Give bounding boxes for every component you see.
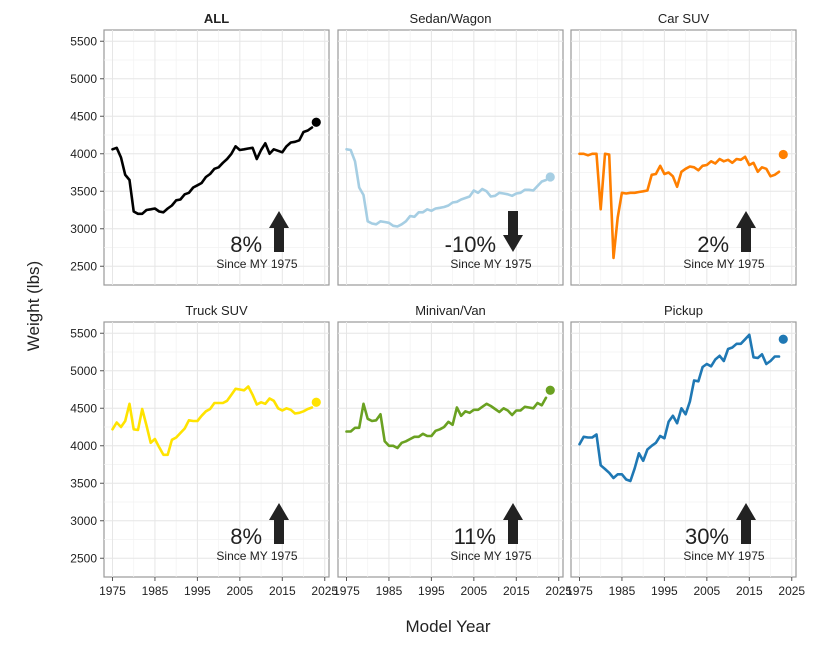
up-arrow-icon — [269, 211, 289, 252]
up-arrow-icon — [736, 503, 756, 544]
projection-point — [778, 149, 788, 160]
series-line-sedan-wagon — [345, 148, 548, 228]
panel-sedan-wagon: Sedan/Wagon -10%Since MY 1975 — [337, 11, 564, 286]
change-percent: 8% — [230, 524, 262, 549]
down-arrow-icon — [503, 211, 523, 252]
axes-layer: 2500 3000 3500 4000 4500 5000 5500 2500 3000 3500… — [70, 34, 805, 598]
x-tick-label: 2005 — [460, 584, 487, 598]
change-note: Since MY 1975 — [683, 549, 764, 563]
x-tick-label: 2005 — [226, 584, 253, 598]
projection-point — [545, 385, 555, 395]
x-tick-label: 2015 — [736, 584, 763, 598]
panel-frame — [337, 321, 564, 578]
change-note: Since MY 1975 — [683, 257, 764, 271]
projection-point — [778, 334, 788, 344]
x-tick-label: 2025 — [545, 584, 572, 598]
projection-point — [311, 397, 321, 407]
panel-pickup: Pickup 30%Since MY 1975 — [570, 303, 797, 578]
panel-minivan-van: Minivan/Van 11%Since MY 1975 — [337, 303, 564, 578]
panel-title: Sedan/Wagon — [410, 11, 492, 26]
x-tick-label: 1985 — [376, 584, 403, 598]
change-percent: 2% — [697, 232, 729, 257]
y-tick-label: 4500 — [70, 401, 97, 415]
series-line-truck-suv — [111, 385, 314, 457]
series-line-car-suv — [578, 152, 781, 260]
projection-point — [545, 172, 555, 182]
x-axis-title: Model Year — [405, 617, 490, 636]
change-percent: 30% — [685, 524, 729, 549]
change-percent: 11% — [454, 524, 496, 549]
panel-car-suv: Car SUV 2%Since MY 1975 — [570, 11, 797, 286]
change-percent: -10% — [445, 232, 496, 257]
panel-frame — [103, 29, 330, 286]
series-line-pickup — [578, 333, 781, 483]
y-tick-label: 4000 — [70, 147, 97, 161]
panel-title: Pickup — [664, 303, 703, 318]
x-tick-label: 2015 — [503, 584, 530, 598]
x-tick-label: 1985 — [142, 584, 169, 598]
y-tick-label: 4000 — [70, 439, 97, 453]
panel-title: Truck SUV — [185, 303, 248, 318]
y-tick-label: 5000 — [70, 364, 97, 378]
up-arrow-icon — [736, 211, 756, 252]
y-tick-label: 5500 — [70, 34, 97, 48]
y-tick-label: 5500 — [70, 326, 97, 340]
projection-point — [311, 117, 321, 127]
y-tick-label: 5000 — [70, 72, 97, 86]
panel-title: Car SUV — [658, 11, 710, 26]
x-tick-label: 1975 — [566, 584, 593, 598]
x-tick-label: 1975 — [99, 584, 126, 598]
x-tick-label: 2025 — [311, 584, 338, 598]
panel-title: ALL — [204, 11, 229, 26]
x-tick-label: 2015 — [269, 584, 296, 598]
panel-frame — [570, 321, 797, 578]
change-note: Since MY 1975 — [216, 549, 297, 563]
x-tick-label: 1985 — [609, 584, 636, 598]
panel-all: ALL 8%Since MY 1975 — [103, 11, 330, 286]
y-tick-label: 2500 — [70, 551, 97, 565]
series-line-all — [111, 126, 314, 216]
x-tick-label: 1995 — [651, 584, 678, 598]
y-tick-label: 4500 — [70, 109, 97, 123]
change-percent: 8% — [230, 232, 262, 257]
x-tick-label: 1975 — [333, 584, 360, 598]
panel-frame — [103, 321, 330, 578]
y-tick-label: 3500 — [70, 184, 97, 198]
x-tick-label: 1995 — [184, 584, 211, 598]
up-arrow-icon — [269, 503, 289, 544]
x-tick-label: 1995 — [418, 584, 445, 598]
series-line-minivan-van — [345, 396, 548, 450]
y-tick-label: 3000 — [70, 514, 97, 528]
x-tick-label: 2025 — [778, 584, 805, 598]
y-tick-label: 2500 — [70, 259, 97, 273]
y-axis-title: Weight (lbs) — [24, 261, 43, 351]
y-tick-label: 3500 — [70, 476, 97, 490]
change-note: Since MY 1975 — [450, 257, 531, 271]
panel-truck-suv: Truck SUV 8%Since MY 1975 — [103, 303, 330, 578]
y-tick-label: 3000 — [70, 222, 97, 236]
x-tick-label: 2005 — [693, 584, 720, 598]
panel-frame — [337, 29, 564, 286]
up-arrow-icon — [503, 503, 523, 544]
change-note: Since MY 1975 — [450, 549, 531, 563]
change-note: Since MY 1975 — [216, 257, 297, 271]
panel-title: Minivan/Van — [415, 303, 486, 318]
